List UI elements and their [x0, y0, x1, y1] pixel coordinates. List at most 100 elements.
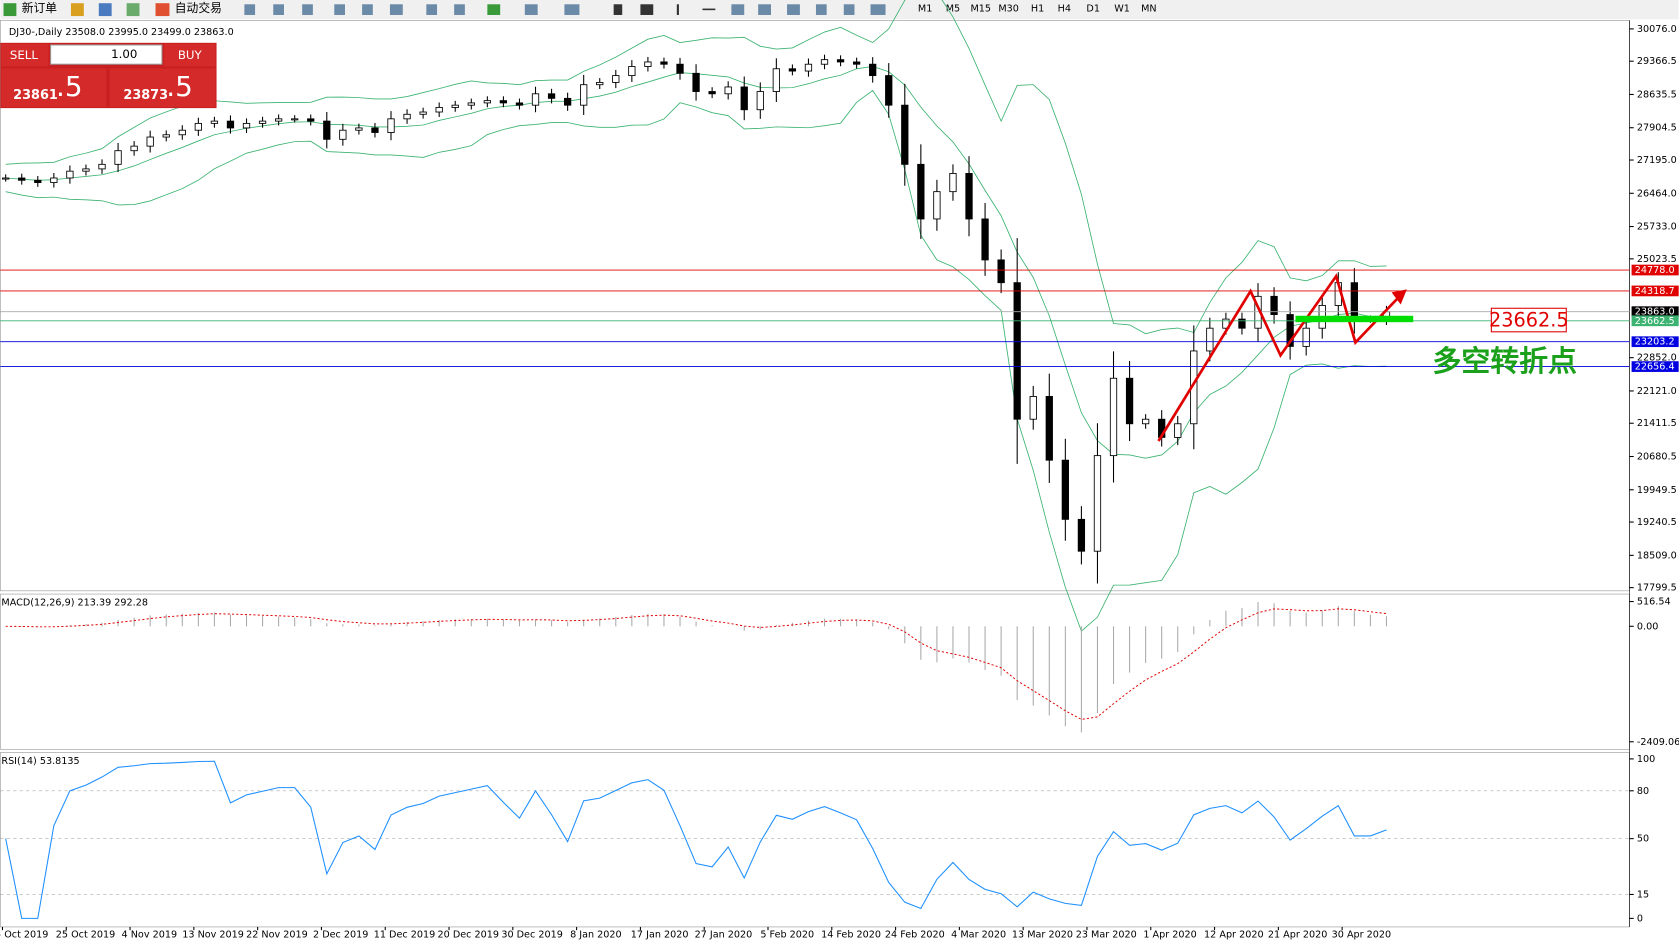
level-tag	[1631, 306, 1679, 318]
candle	[1013, 282, 1021, 420]
y-tick-label: 17799.5	[1637, 583, 1677, 594]
candle	[451, 104, 459, 108]
x-tick-label: 27 Jan 2020	[695, 929, 753, 940]
candle	[788, 68, 797, 72]
candle	[1061, 459, 1069, 520]
auto-trading-icon[interactable]	[155, 3, 170, 17]
candle	[933, 191, 941, 220]
candle	[210, 120, 219, 124]
x-tick-label: 30 Apr 2020	[1332, 929, 1392, 940]
x-tick-label: 2 Dec 2019	[313, 929, 368, 940]
timeframe[interactable]: D1	[1086, 4, 1100, 15]
icon[interactable]	[98, 3, 112, 17]
candle	[917, 163, 925, 220]
candle	[724, 86, 732, 95]
timeframe[interactable]: W1	[1114, 4, 1130, 15]
level-tag	[1631, 264, 1679, 276]
candle	[1109, 377, 1118, 457]
x-tick-label: 5 Oct 2019	[0, 929, 48, 940]
sell-price-frac[interactable]: .5	[56, 70, 83, 103]
new-order[interactable]: 新订单	[22, 1, 58, 15]
candle	[339, 129, 347, 140]
candle	[708, 91, 716, 95]
y-tick-label: 22852.0	[1637, 353, 1677, 364]
x-tick-label: 11 Dec 2019	[374, 929, 436, 940]
candle	[226, 120, 235, 129]
candle	[114, 150, 122, 165]
x-tick-label: 5 Feb 2020	[760, 929, 814, 940]
candle	[194, 122, 202, 131]
candle	[483, 100, 491, 104]
candle	[371, 127, 379, 133]
bollinger-band	[5, 89, 1387, 632]
y-tick-label: 22121.0	[1637, 386, 1677, 397]
sell-price[interactable]: 23861	[13, 88, 58, 103]
candle	[66, 170, 74, 179]
pivot-bar	[1295, 315, 1414, 323]
timeframe[interactable]: H1	[1031, 4, 1044, 15]
buy-price[interactable]: 23873	[123, 88, 168, 103]
y-tick-label: -2409.06	[1637, 737, 1679, 748]
icon[interactable]	[126, 3, 140, 17]
x-tick-label: 30 Dec 2019	[501, 929, 563, 940]
timeframe[interactable]: MN	[1141, 4, 1157, 15]
candle	[34, 179, 42, 183]
trade-panel: SELL 1.00 BUY 23861 .5 23873 .5	[0, 42, 217, 109]
buy-price-box[interactable]	[109, 68, 216, 108]
bollinger-band	[5, 0, 1387, 335]
auto-trading[interactable]: 自动交易	[175, 1, 222, 15]
sell-button[interactable]	[1, 43, 49, 67]
new-order-icon[interactable]	[3, 3, 17, 17]
lot-input[interactable]	[50, 44, 163, 65]
y-tick-label: 18509.0	[1637, 550, 1677, 561]
buy-button[interactable]	[164, 43, 216, 67]
candle	[772, 68, 780, 92]
sell-label[interactable]: SELL	[10, 48, 38, 62]
y-tick-label: 20680.5	[1637, 452, 1677, 463]
timeframe[interactable]: M1	[918, 4, 932, 15]
lot-value[interactable]: 1.00	[111, 47, 137, 61]
candle	[820, 59, 829, 65]
candle	[355, 127, 363, 131]
x-tick-label: 4 Nov 2019	[122, 929, 178, 940]
timeframe[interactable]: M30	[998, 4, 1019, 15]
level-tag	[1631, 285, 1679, 297]
candle	[1141, 418, 1150, 425]
timeframe[interactable]: M15	[971, 4, 992, 15]
sell-price-box[interactable]	[1, 68, 107, 108]
candle	[435, 107, 443, 113]
candle	[50, 177, 58, 183]
x-tick-label: 4 Mar 2020	[951, 929, 1006, 940]
candle	[885, 75, 893, 106]
y-tick-label: 25023.5	[1637, 254, 1677, 265]
x-tick-label: 12 Apr 2020	[1204, 929, 1264, 940]
candle	[323, 120, 331, 140]
icon[interactable]	[70, 3, 84, 17]
y-tick-label: 30076.0	[1637, 24, 1677, 35]
timeframes: M1 M5 M15 M30 H1 H4 D1 W1 MN	[918, 4, 1157, 15]
main-pane	[0, 20, 1630, 592]
candle	[1238, 318, 1246, 329]
candle	[852, 61, 861, 65]
candle	[804, 63, 813, 72]
macd-pane	[0, 593, 1630, 750]
buy-label[interactable]: BUY	[178, 48, 203, 62]
x-tick-label: 17 Jan 2020	[631, 929, 689, 940]
level-label: 23203.2	[1635, 337, 1675, 348]
candle	[130, 145, 138, 152]
rsi-pane	[0, 752, 1630, 928]
candle	[965, 173, 973, 220]
x-tick-label: 20 Dec 2019	[438, 929, 500, 940]
timeframe[interactable]: M5	[946, 4, 960, 15]
candle	[756, 91, 764, 111]
tool-icons	[244, 4, 886, 15]
buy-price-frac[interactable]: .5	[166, 70, 193, 103]
x-tick-label: 13 Mar 2020	[1012, 929, 1073, 940]
candle	[98, 163, 106, 170]
candle	[499, 100, 508, 104]
price-box	[1490, 307, 1567, 333]
timeframe[interactable]: H4	[1058, 4, 1071, 15]
level-tag	[1631, 315, 1679, 327]
toolbar	[0, 0, 1679, 20]
